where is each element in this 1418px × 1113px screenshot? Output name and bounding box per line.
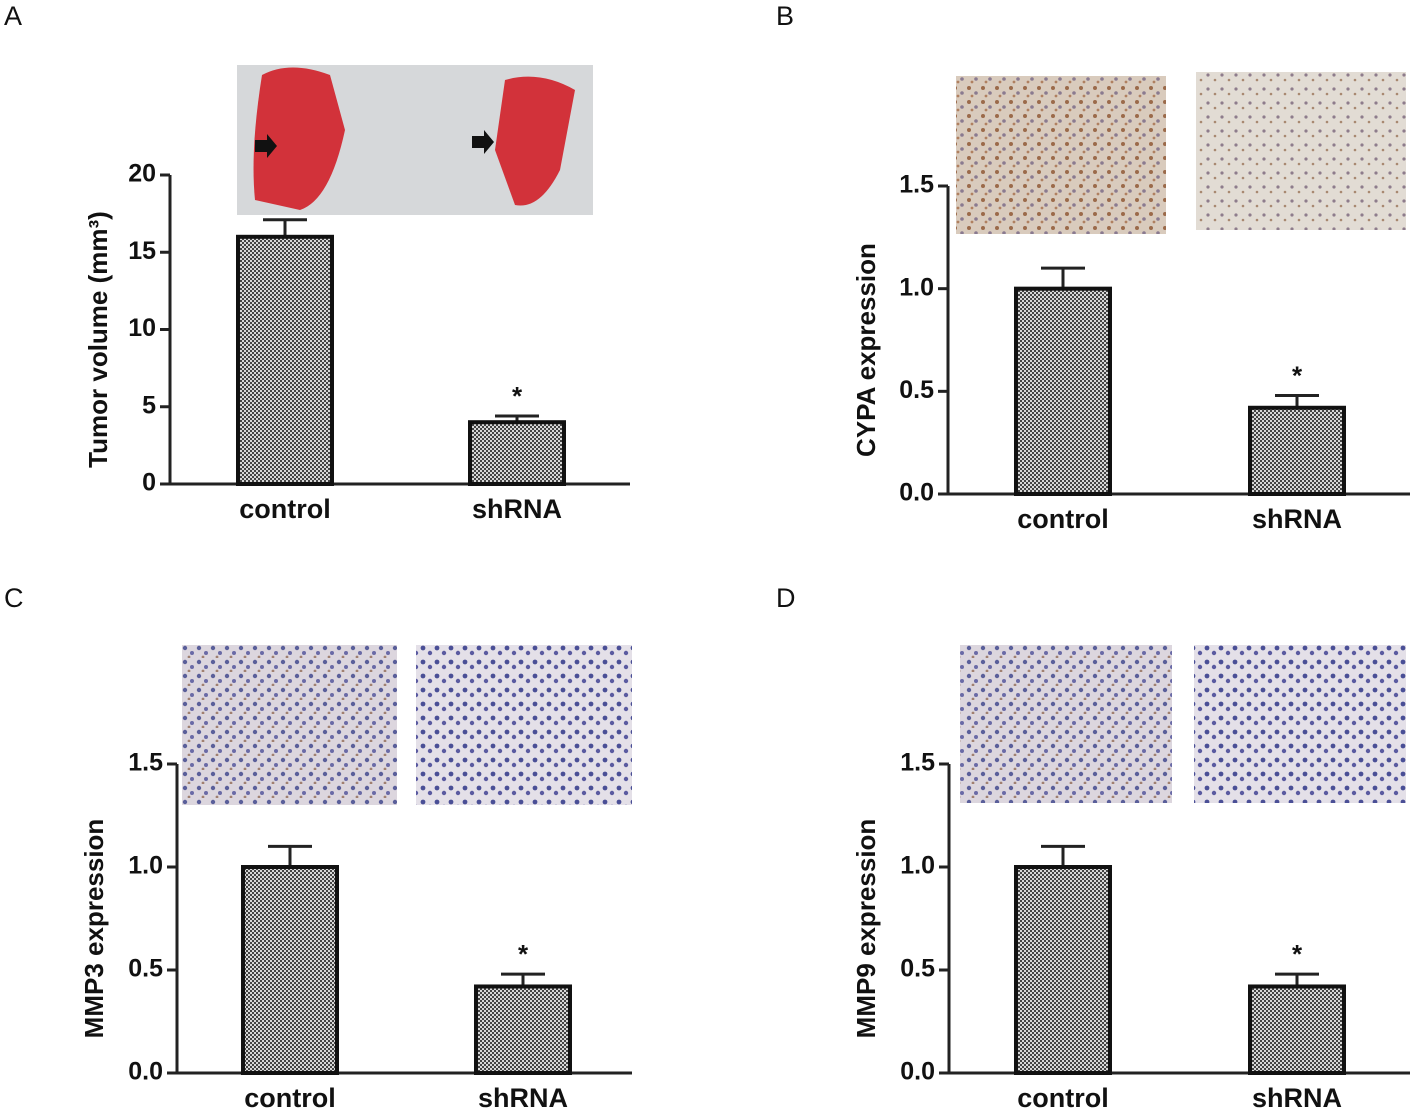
y-tick-label: 0: [142, 469, 156, 497]
bar: [468, 420, 566, 487]
y-tick-label: 1.0: [128, 852, 163, 880]
panel-label: C: [4, 583, 24, 613]
panel-label: D: [776, 583, 796, 613]
ihc-photo: [956, 76, 1166, 234]
arrow: [472, 130, 494, 154]
y-tick-label: 10: [128, 314, 156, 342]
bar: [1014, 865, 1112, 1075]
significance-mark: *: [512, 381, 523, 411]
photos: [182, 65, 1406, 805]
x-tick-label: control: [1017, 1083, 1109, 1113]
bar: [241, 865, 339, 1075]
ihc-photo: [1196, 72, 1406, 230]
arrow: [255, 134, 277, 158]
x-tick-label: shRNA: [1252, 504, 1342, 534]
y-tick-label: 20: [128, 160, 156, 188]
x-tick-label: control: [1017, 504, 1109, 534]
y-tick-label: 1.5: [899, 171, 934, 199]
x-tick-label: control: [244, 1083, 336, 1113]
ihc-photo: [960, 645, 1172, 803]
y-tick-label: 0.0: [899, 479, 934, 507]
x-tick-label: shRNA: [1252, 1083, 1342, 1113]
y-axis-label: MMP9 expression: [851, 819, 881, 1039]
bar: [1248, 405, 1346, 497]
ihc-photo: [182, 645, 397, 805]
y-axis-label: MMP3 expression: [79, 819, 109, 1039]
y-tick-label: 5: [142, 391, 156, 419]
tumor: [495, 76, 575, 206]
y-tick-label: 0.0: [900, 1058, 935, 1086]
y-tick-label: 1.5: [900, 749, 935, 777]
y-tick-label: 0.5: [900, 955, 935, 983]
panel-label: B: [776, 1, 794, 31]
y-tick-label: 0.5: [899, 376, 934, 404]
y-tick-label: 15: [128, 237, 156, 265]
y-tick-label: 1.5: [128, 749, 163, 777]
y-tick-label: 0.0: [128, 1058, 163, 1086]
bar: [474, 984, 572, 1075]
significance-mark: *: [1292, 360, 1303, 390]
tumor: [253, 67, 345, 210]
bar: [1248, 984, 1346, 1075]
significance-mark: *: [1292, 939, 1303, 969]
y-tick-label: 1.0: [900, 852, 935, 880]
bar: [1014, 286, 1112, 496]
ihc-photo: [1194, 645, 1406, 803]
bar: [236, 234, 334, 486]
y-tick-label: 0.5: [128, 955, 163, 983]
x-tick-label: shRNA: [472, 494, 562, 524]
y-tick-label: 1.0: [899, 273, 934, 301]
x-tick-label: control: [239, 494, 331, 524]
significance-mark: *: [518, 939, 529, 969]
panel-label: A: [4, 1, 22, 31]
y-axis-label: Tumor volume (mm³): [83, 211, 113, 468]
x-tick-label: shRNA: [478, 1083, 568, 1113]
y-axis-label: CYPA expression: [851, 243, 881, 457]
ihc-photo: [416, 645, 632, 805]
